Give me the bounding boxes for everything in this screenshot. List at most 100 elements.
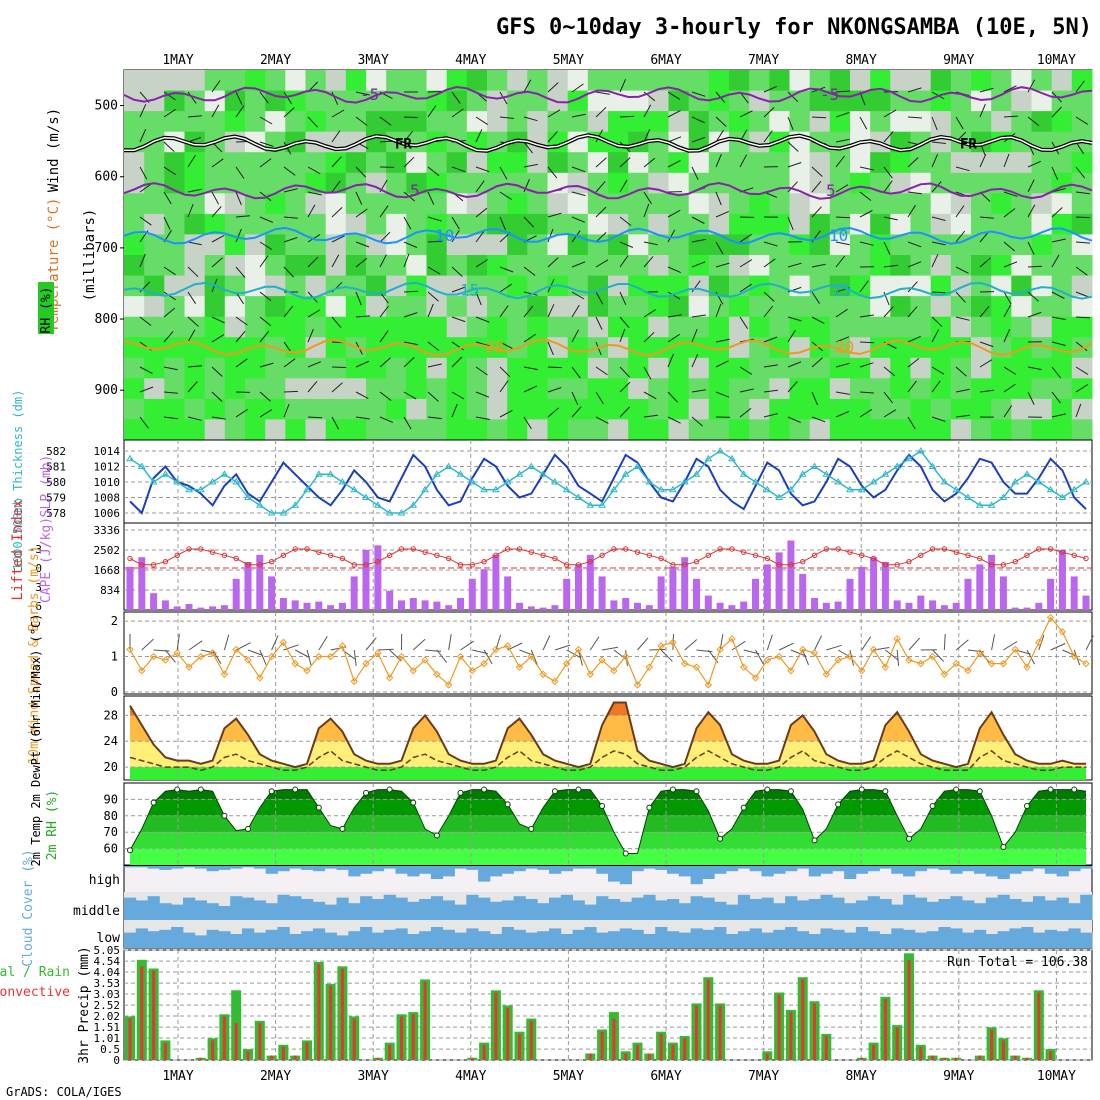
wind-barb: [235, 105, 245, 118]
wind-barb: [835, 362, 850, 368]
rh-shade-cell: [245, 152, 266, 174]
wind-barb: [691, 328, 698, 343]
cloud-cell: [1080, 932, 1093, 948]
wind-10m-barb: [530, 649, 538, 665]
rh-shade-cell: [224, 357, 246, 379]
rh-shade-cell: [124, 70, 145, 92]
wind-barb: [475, 180, 485, 193]
rh-shade-cell: [345, 357, 367, 379]
wind-barb: [403, 357, 415, 368]
cloud-cell: [619, 901, 632, 920]
rh-shade-cell: [1031, 172, 1053, 194]
rh-shade-cell: [587, 398, 609, 420]
lifted-index-tick-label: 0: [35, 562, 42, 575]
wind-barb: [667, 333, 680, 343]
wind-barb: [547, 166, 558, 179]
lifted-index-point: [481, 558, 487, 565]
rh-shade-cell: [386, 275, 407, 297]
wind-barb: [595, 259, 609, 268]
rh-shade-cell: [547, 70, 569, 92]
lifted-index-point: [552, 555, 558, 562]
rh-shade-cell: [184, 337, 206, 359]
wind-barb: [499, 409, 513, 418]
rh-shade-cell: [366, 398, 387, 420]
rh-shade-cell: [285, 255, 306, 277]
rh-shade-cell: [769, 111, 790, 133]
rh-point: [245, 825, 252, 832]
wind-10m-barb: [283, 644, 299, 651]
wind-barb: [595, 416, 609, 424]
precip-convective-bar: [494, 992, 498, 1060]
wind-barb: [691, 238, 706, 243]
rh-shade-cell: [366, 213, 387, 235]
cloud-cell: [1044, 929, 1057, 948]
rh-shade-cell: [426, 172, 448, 194]
lifted-index-line: [127, 546, 1089, 568]
rh-shade-cell: [466, 172, 488, 194]
wind-barb: [547, 212, 562, 218]
wind-barb: [787, 316, 802, 322]
rh-shade-cell: [1031, 70, 1053, 92]
wind-barb: [355, 391, 369, 400]
rh-shade-cell: [325, 193, 347, 215]
wind-barb: [667, 229, 676, 243]
wind-10m-barb: [365, 637, 377, 651]
cape-tick-label: 1668: [94, 564, 121, 577]
wind-barb: [523, 266, 536, 276]
rh-shade-cell: [466, 378, 488, 400]
wind-barb: [1003, 304, 1012, 318]
cape-bar: [457, 598, 464, 610]
rh-shade-cell: [1051, 378, 1073, 400]
wind-tick-label: 2: [111, 614, 118, 628]
lifted-index-point: [457, 562, 464, 568]
wind-barb: [379, 391, 392, 401]
wind-barb: [307, 256, 319, 268]
rh-shade-cell: [950, 111, 972, 133]
rh-shade-cell: [708, 378, 730, 400]
rh-shade-cell: [809, 152, 831, 174]
date-label-top: 3MAY: [358, 53, 389, 68]
rh-shade-cell: [708, 152, 730, 174]
rh-shade-cell: [991, 234, 1012, 256]
cloud-cell: [773, 929, 786, 948]
wind-barb: [499, 283, 512, 293]
rh-shade-cell: [628, 193, 649, 215]
rh-shade-cell: [567, 357, 589, 379]
precip-convective-bar: [919, 1046, 923, 1060]
rh-shade-cell: [547, 193, 569, 215]
wind-10m-barb: [212, 649, 222, 664]
rh-shade-cell: [305, 255, 327, 277]
wind-barb: [451, 91, 461, 104]
wind-barb: [907, 157, 919, 168]
wind-barb: [859, 362, 874, 368]
lifted-index-point: [245, 562, 251, 568]
temperature-contour-label: 10: [829, 226, 848, 245]
cloud-cell: [265, 903, 278, 920]
wind-barb: [1027, 79, 1036, 93]
freezing-level-label: FR: [395, 136, 412, 152]
cloud-cell: [490, 901, 503, 920]
cloud-cell: [844, 903, 857, 920]
wind-barb: [763, 336, 778, 343]
rh-point: [268, 788, 275, 795]
cape-bar: [752, 578, 759, 610]
cloud-cell: [560, 866, 573, 872]
wind-barbs: [139, 78, 1091, 430]
cape-bar: [433, 601, 441, 610]
lifted-index-point: [327, 552, 334, 559]
lifted-index-tick-label: -3: [29, 543, 42, 556]
wind-speed-point: [138, 667, 146, 675]
precip-convective-bar: [777, 994, 781, 1060]
cloud-cell: [761, 866, 774, 877]
cloud-cell: [301, 899, 314, 920]
rh-tick-label: 60: [104, 842, 118, 856]
rh-shade-cell: [184, 255, 206, 277]
wind-barb: [211, 158, 224, 168]
lifted-index-point: [292, 546, 298, 552]
wind-barb: [187, 91, 197, 104]
rh-shade-cell: [446, 111, 468, 133]
wind-speed-point: [433, 670, 441, 678]
rh-shade-cell: [527, 152, 548, 174]
